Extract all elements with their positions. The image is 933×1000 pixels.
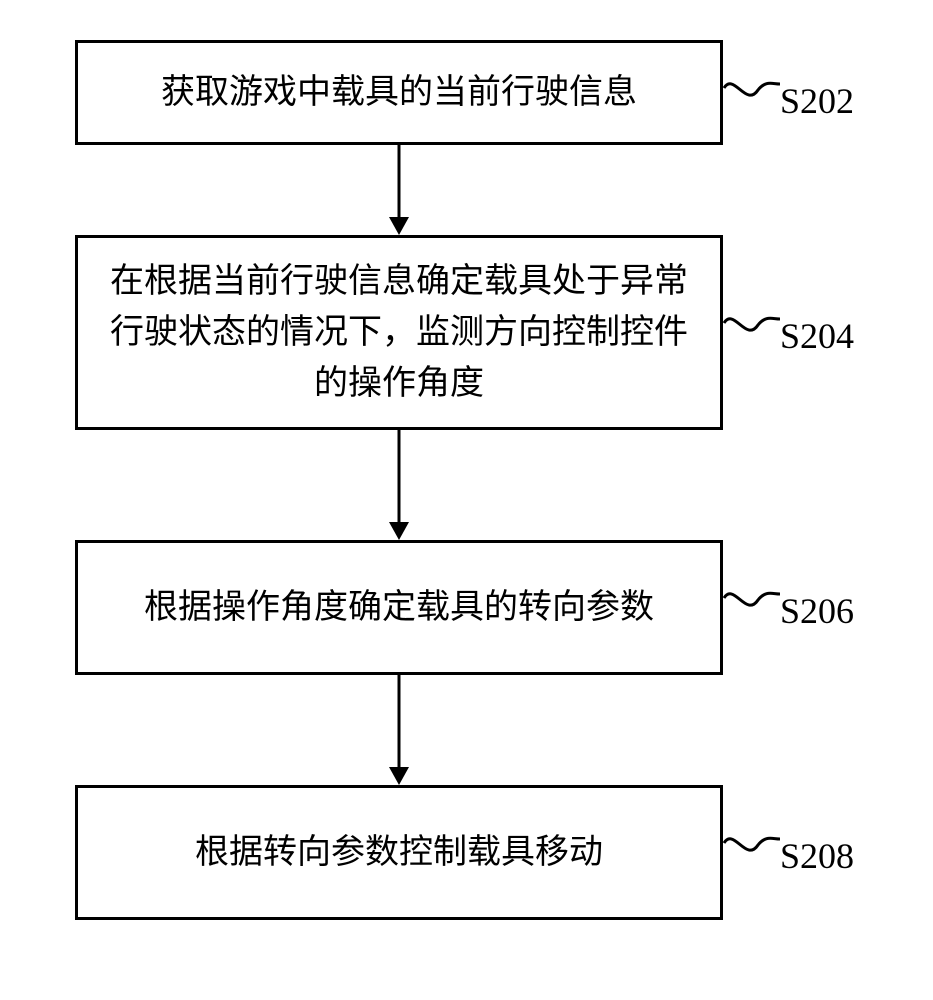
flow-node-text: 在根据当前行驶信息确定载具处于异常行驶状态的情况下，监测方向控制控件的操作角度 xyxy=(98,256,700,409)
flow-node-text: 获取游戏中载具的当前行驶信息 xyxy=(161,67,637,118)
flowchart-canvas: 获取游戏中载具的当前行驶信息 S202 在根据当前行驶信息确定载具处于异常行驶状… xyxy=(0,0,933,1000)
connector-squiggle-icon xyxy=(722,70,782,110)
flow-node-s208: 根据转向参数控制载具移动 xyxy=(75,785,723,920)
flow-node-s206: 根据操作角度确定载具的转向参数 xyxy=(75,540,723,675)
connector-squiggle-icon xyxy=(722,825,782,865)
connector-squiggle-icon xyxy=(722,305,782,345)
step-label-s202: S202 xyxy=(780,80,854,122)
flow-node-text: 根据转向参数控制载具移动 xyxy=(195,827,603,878)
step-label-s204: S204 xyxy=(780,315,854,357)
flow-node-s204: 在根据当前行驶信息确定载具处于异常行驶状态的情况下，监测方向控制控件的操作角度 xyxy=(75,235,723,430)
step-label-s206: S206 xyxy=(780,590,854,632)
step-label-s208: S208 xyxy=(780,835,854,877)
flow-node-s202: 获取游戏中载具的当前行驶信息 xyxy=(75,40,723,145)
flow-arrow-icon xyxy=(0,675,933,785)
flow-node-text: 根据操作角度确定载具的转向参数 xyxy=(144,582,654,633)
connector-squiggle-icon xyxy=(722,580,782,620)
flow-arrow-icon xyxy=(0,430,933,540)
flow-arrow-icon xyxy=(0,145,933,235)
